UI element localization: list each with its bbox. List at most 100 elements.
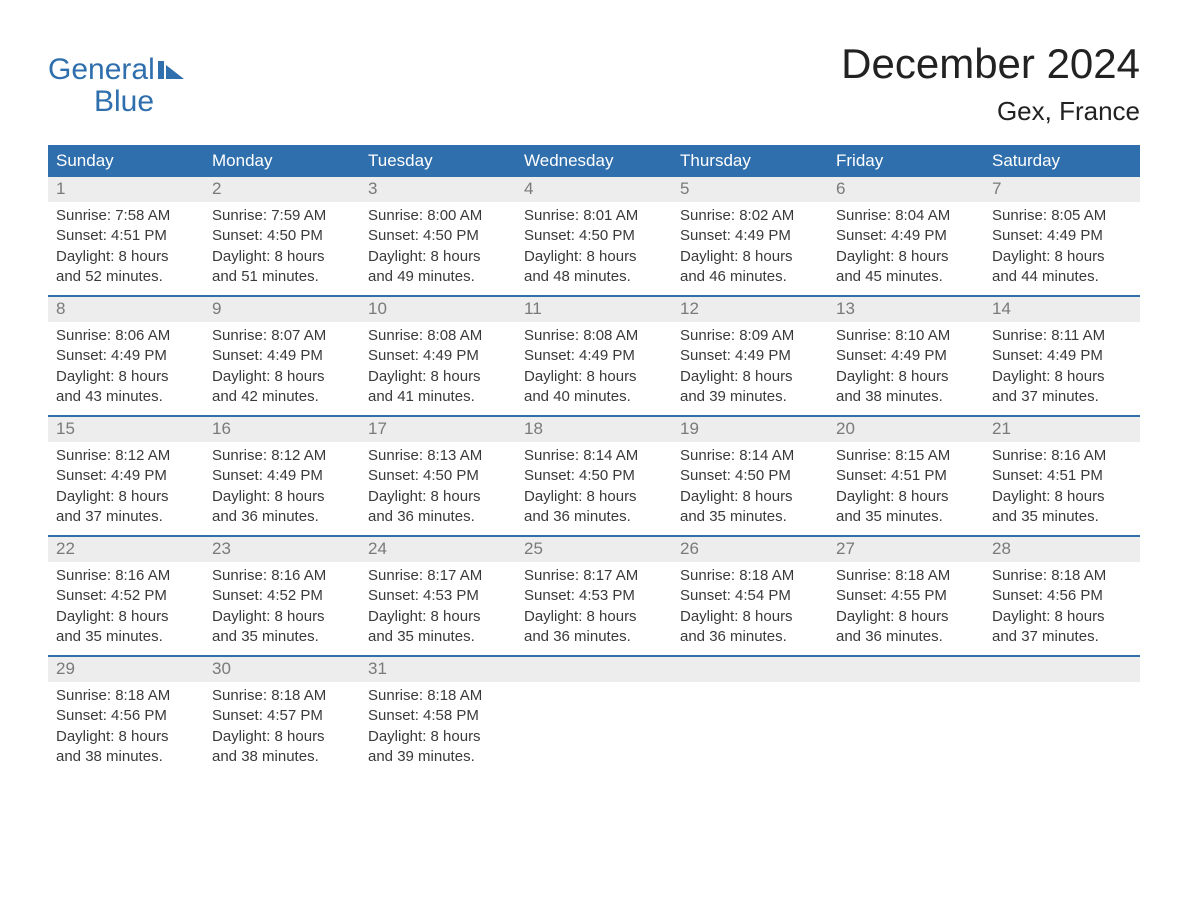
calendar-day: 28Sunrise: 8:18 AMSunset: 4:56 PMDayligh…: [984, 537, 1140, 655]
sunset-line: Sunset: 4:55 PM: [836, 586, 976, 606]
sunset-line: Sunset: 4:50 PM: [212, 226, 352, 246]
sunset-line: Sunset: 4:49 PM: [212, 346, 352, 366]
calendar-day: 17Sunrise: 8:13 AMSunset: 4:50 PMDayligh…: [360, 417, 516, 535]
daylight-line: Daylight: 8 hours and 51 minutes.: [212, 247, 352, 288]
daylight-line: Daylight: 8 hours and 36 minutes.: [212, 487, 352, 528]
calendar-day: 12Sunrise: 8:09 AMSunset: 4:49 PMDayligh…: [672, 297, 828, 415]
calendar-day: 24Sunrise: 8:17 AMSunset: 4:53 PMDayligh…: [360, 537, 516, 655]
day-number: [984, 657, 1140, 682]
daylight-line: Daylight: 8 hours and 49 minutes.: [368, 247, 508, 288]
day-number: 13: [828, 297, 984, 322]
sunrise-line: Sunrise: 8:18 AM: [992, 566, 1132, 586]
daylight-line: Daylight: 8 hours and 39 minutes.: [680, 367, 820, 408]
day-details: Sunrise: 8:18 AMSunset: 4:55 PMDaylight:…: [828, 562, 984, 655]
sunrise-line: Sunrise: 8:04 AM: [836, 206, 976, 226]
day-number: 19: [672, 417, 828, 442]
day-details: Sunrise: 8:02 AMSunset: 4:49 PMDaylight:…: [672, 202, 828, 295]
day-details: Sunrise: 8:06 AMSunset: 4:49 PMDaylight:…: [48, 322, 204, 415]
sunrise-line: Sunrise: 7:59 AM: [212, 206, 352, 226]
day-details: Sunrise: 8:15 AMSunset: 4:51 PMDaylight:…: [828, 442, 984, 535]
sunset-line: Sunset: 4:53 PM: [368, 586, 508, 606]
sunrise-line: Sunrise: 8:10 AM: [836, 326, 976, 346]
sunrise-line: Sunrise: 8:17 AM: [524, 566, 664, 586]
calendar-day: 26Sunrise: 8:18 AMSunset: 4:54 PMDayligh…: [672, 537, 828, 655]
sunset-line: Sunset: 4:49 PM: [524, 346, 664, 366]
day-number: 15: [48, 417, 204, 442]
calendar: SundayMondayTuesdayWednesdayThursdayFrid…: [48, 145, 1140, 775]
day-details: Sunrise: 8:17 AMSunset: 4:53 PMDaylight:…: [360, 562, 516, 655]
sunrise-line: Sunrise: 8:02 AM: [680, 206, 820, 226]
day-details: Sunrise: 7:58 AMSunset: 4:51 PMDaylight:…: [48, 202, 204, 295]
day-details: Sunrise: 8:18 AMSunset: 4:54 PMDaylight:…: [672, 562, 828, 655]
daylight-line: Daylight: 8 hours and 35 minutes.: [368, 607, 508, 648]
weekday-header: Thursday: [672, 145, 828, 177]
day-details: Sunrise: 8:16 AMSunset: 4:52 PMDaylight:…: [204, 562, 360, 655]
calendar-day: 25Sunrise: 8:17 AMSunset: 4:53 PMDayligh…: [516, 537, 672, 655]
day-details: Sunrise: 8:05 AMSunset: 4:49 PMDaylight:…: [984, 202, 1140, 295]
day-number: 31: [360, 657, 516, 682]
day-details: [984, 682, 1140, 694]
title-block: December 2024 Gex, France: [841, 40, 1140, 127]
day-details: Sunrise: 8:08 AMSunset: 4:49 PMDaylight:…: [516, 322, 672, 415]
sunset-line: Sunset: 4:49 PM: [212, 466, 352, 486]
daylight-line: Daylight: 8 hours and 40 minutes.: [524, 367, 664, 408]
calendar-day: 22Sunrise: 8:16 AMSunset: 4:52 PMDayligh…: [48, 537, 204, 655]
day-details: Sunrise: 8:09 AMSunset: 4:49 PMDaylight:…: [672, 322, 828, 415]
sunrise-line: Sunrise: 8:01 AM: [524, 206, 664, 226]
daylight-line: Daylight: 8 hours and 36 minutes.: [524, 607, 664, 648]
calendar-day: 10Sunrise: 8:08 AMSunset: 4:49 PMDayligh…: [360, 297, 516, 415]
day-details: Sunrise: 8:17 AMSunset: 4:53 PMDaylight:…: [516, 562, 672, 655]
calendar-day: 7Sunrise: 8:05 AMSunset: 4:49 PMDaylight…: [984, 177, 1140, 295]
sunrise-line: Sunrise: 8:14 AM: [524, 446, 664, 466]
day-number: 27: [828, 537, 984, 562]
sunrise-line: Sunrise: 8:08 AM: [368, 326, 508, 346]
calendar-day: 31Sunrise: 8:18 AMSunset: 4:58 PMDayligh…: [360, 657, 516, 775]
sunset-line: Sunset: 4:51 PM: [56, 226, 196, 246]
day-details: Sunrise: 8:11 AMSunset: 4:49 PMDaylight:…: [984, 322, 1140, 415]
sunset-line: Sunset: 4:49 PM: [836, 226, 976, 246]
calendar-day: 2Sunrise: 7:59 AMSunset: 4:50 PMDaylight…: [204, 177, 360, 295]
weekday-header: Saturday: [984, 145, 1140, 177]
sunset-line: Sunset: 4:49 PM: [836, 346, 976, 366]
calendar-day: 30Sunrise: 8:18 AMSunset: 4:57 PMDayligh…: [204, 657, 360, 775]
day-number: 23: [204, 537, 360, 562]
day-number: 14: [984, 297, 1140, 322]
daylight-line: Daylight: 8 hours and 37 minutes.: [992, 607, 1132, 648]
sunrise-line: Sunrise: 8:06 AM: [56, 326, 196, 346]
day-number: 6: [828, 177, 984, 202]
daylight-line: Daylight: 8 hours and 45 minutes.: [836, 247, 976, 288]
day-details: Sunrise: 8:00 AMSunset: 4:50 PMDaylight:…: [360, 202, 516, 295]
day-number: 7: [984, 177, 1140, 202]
sunrise-line: Sunrise: 8:09 AM: [680, 326, 820, 346]
weekday-header: Tuesday: [360, 145, 516, 177]
day-details: Sunrise: 7:59 AMSunset: 4:50 PMDaylight:…: [204, 202, 360, 295]
sunset-line: Sunset: 4:49 PM: [56, 466, 196, 486]
daylight-line: Daylight: 8 hours and 35 minutes.: [56, 607, 196, 648]
calendar-day: 18Sunrise: 8:14 AMSunset: 4:50 PMDayligh…: [516, 417, 672, 535]
sunset-line: Sunset: 4:53 PM: [524, 586, 664, 606]
day-number: 24: [360, 537, 516, 562]
daylight-line: Daylight: 8 hours and 35 minutes.: [212, 607, 352, 648]
day-number: [828, 657, 984, 682]
sunset-line: Sunset: 4:50 PM: [368, 466, 508, 486]
daylight-line: Daylight: 8 hours and 37 minutes.: [56, 487, 196, 528]
day-number: 4: [516, 177, 672, 202]
calendar-week: 22Sunrise: 8:16 AMSunset: 4:52 PMDayligh…: [48, 535, 1140, 655]
day-details: [672, 682, 828, 694]
day-number: 30: [204, 657, 360, 682]
daylight-line: Daylight: 8 hours and 35 minutes.: [680, 487, 820, 528]
daylight-line: Daylight: 8 hours and 37 minutes.: [992, 367, 1132, 408]
sunrise-line: Sunrise: 8:14 AM: [680, 446, 820, 466]
sunrise-line: Sunrise: 8:17 AM: [368, 566, 508, 586]
day-details: Sunrise: 8:14 AMSunset: 4:50 PMDaylight:…: [672, 442, 828, 535]
daylight-line: Daylight: 8 hours and 38 minutes.: [56, 727, 196, 768]
calendar-day: 16Sunrise: 8:12 AMSunset: 4:49 PMDayligh…: [204, 417, 360, 535]
day-details: Sunrise: 8:16 AMSunset: 4:52 PMDaylight:…: [48, 562, 204, 655]
sunset-line: Sunset: 4:49 PM: [368, 346, 508, 366]
logo-text-1: General: [48, 54, 155, 86]
calendar-day: 8Sunrise: 8:06 AMSunset: 4:49 PMDaylight…: [48, 297, 204, 415]
calendar-day: 11Sunrise: 8:08 AMSunset: 4:49 PMDayligh…: [516, 297, 672, 415]
calendar-day: [672, 657, 828, 775]
day-details: Sunrise: 8:18 AMSunset: 4:56 PMDaylight:…: [48, 682, 204, 775]
day-details: Sunrise: 8:10 AMSunset: 4:49 PMDaylight:…: [828, 322, 984, 415]
